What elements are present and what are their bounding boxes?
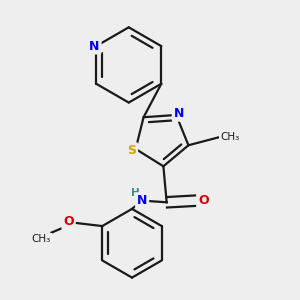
Text: N: N [174,107,184,120]
Text: CH₃: CH₃ [31,234,51,244]
Text: H: H [130,188,139,198]
Text: CH₃: CH₃ [220,132,240,142]
Text: S: S [127,144,136,157]
Text: O: O [198,194,208,207]
Text: N: N [89,40,100,52]
Text: O: O [63,215,74,228]
Text: N: N [137,194,147,207]
